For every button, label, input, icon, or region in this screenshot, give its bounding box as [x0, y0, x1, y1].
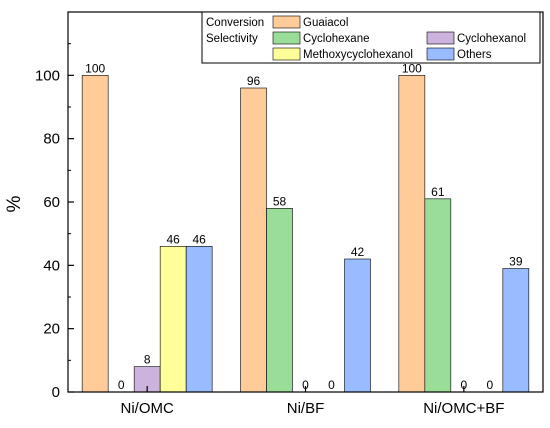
x-axis: Ni/OMC Ni/BF Ni/OMC+BF	[121, 386, 504, 417]
bar-value-label: 96	[247, 74, 261, 88]
y-tick-label: 80	[43, 131, 60, 148]
bar	[185, 246, 213, 393]
data-labels-layer: 100 0 8 46 46 96 58 0 0 42 100 61 0 0 39	[85, 61, 523, 392]
legend: Conversion Selectivity Guaiacol Cyclohexane…	[201, 11, 541, 64]
x-tick-label: Ni/OMC+BF	[423, 400, 504, 417]
x-tick-label: Ni/OMC	[121, 400, 174, 417]
bar-value-label: 61	[431, 185, 445, 199]
legend-swatch	[272, 15, 301, 29]
y-tick-label: 20	[43, 321, 60, 338]
bar-value-label: 0	[328, 378, 335, 392]
bar	[344, 258, 371, 393]
bar-value-label: 39	[509, 255, 523, 269]
bar-value-label: 8	[144, 353, 151, 367]
y-tick-label: 40	[43, 257, 60, 274]
legend-swatch	[272, 31, 301, 45]
bar	[502, 268, 530, 393]
legend-group-conversion: Conversion	[206, 17, 264, 29]
legend-label: Guaiacol	[303, 17, 348, 29]
y-tick-label: 60	[43, 194, 60, 211]
y-tick-label: 100	[35, 67, 60, 84]
x-tick-label: Ni/BF	[287, 400, 325, 417]
legend-label: Others	[457, 49, 492, 61]
bar-value-label: 100	[85, 61, 105, 75]
bar-value-label: 0	[118, 378, 125, 392]
bar-value-label: 58	[273, 194, 287, 208]
legend-swatch	[426, 31, 455, 45]
bar-value-label: 0	[302, 378, 309, 392]
bar-value-label: 46	[192, 232, 206, 246]
bars-layer	[81, 75, 530, 393]
legend-swatch	[426, 47, 455, 61]
bar-value-label: 0	[460, 378, 467, 392]
legend-label: Cyclohexanol	[457, 33, 526, 45]
bar-value-label: 46	[166, 232, 180, 246]
legend-swatch	[272, 47, 301, 61]
bar	[240, 87, 267, 393]
y-tick-label: 0	[52, 384, 60, 401]
legend-label: Methoxycyclohexanol	[303, 49, 413, 61]
y-axis: 0 20 40 60 80 100	[35, 43, 74, 401]
bar-value-label: 42	[351, 245, 365, 259]
bar	[159, 246, 187, 393]
bar	[398, 75, 426, 393]
bar-value-label: 0	[486, 378, 493, 392]
legend-label: Cyclohexane	[303, 33, 369, 45]
y-axis-title: %	[4, 195, 25, 212]
bar-value-label: 100	[402, 61, 422, 75]
bar	[424, 198, 452, 393]
legend-group-selectivity: Selectivity	[206, 33, 258, 45]
bar	[266, 208, 293, 393]
plot-frame	[67, 11, 544, 393]
legend-box	[201, 11, 541, 64]
bar	[81, 75, 109, 393]
